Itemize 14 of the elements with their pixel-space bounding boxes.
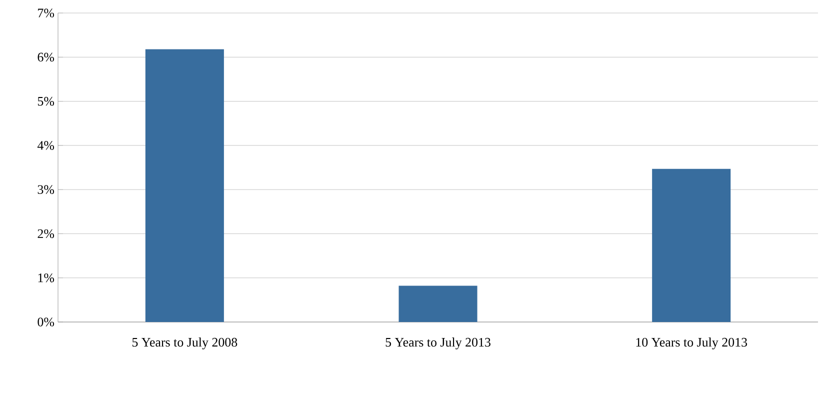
bar — [398, 286, 478, 322]
y-tick-label: 2% — [38, 229, 54, 238]
y-tick-label: 3% — [38, 185, 54, 194]
y-tick-label: 1% — [38, 273, 54, 282]
x-tick-label: 5 Years to July 2013 — [386, 338, 490, 350]
x-tick-label: 5 Years to July 2008 — [132, 338, 238, 350]
x-tick-label: 10 Years to July 2013 — [636, 338, 748, 350]
y-tick-label: 5% — [38, 96, 54, 106]
bar — [145, 49, 224, 322]
y-tick-label: 0% — [38, 318, 54, 326]
y-tick-label: 6% — [38, 52, 54, 62]
y-tick-label: 7% — [38, 8, 54, 18]
bar — [652, 168, 731, 322]
y-tick-label: 4% — [37, 141, 54, 150]
